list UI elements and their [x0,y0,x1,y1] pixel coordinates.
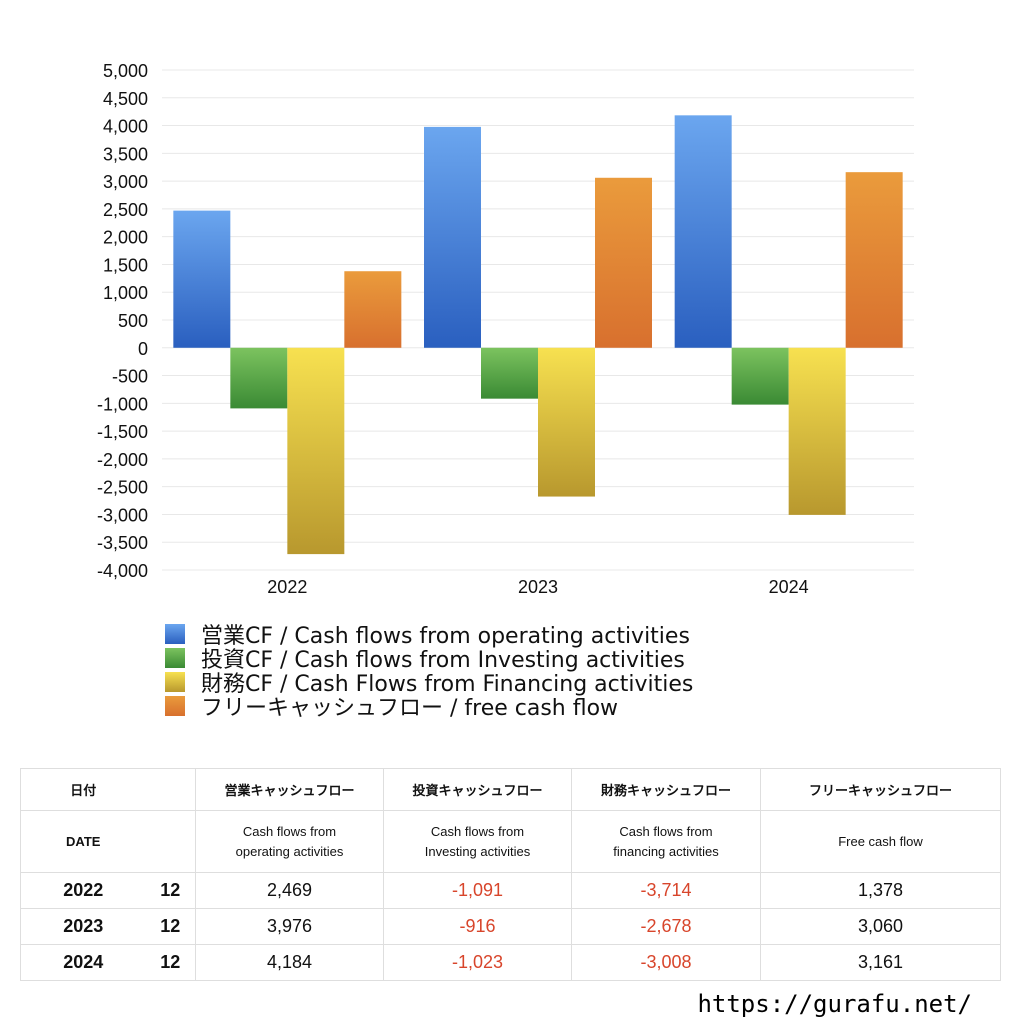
bar-2023-series-0 [424,126,481,348]
header-free-jp: フリーキャッシュフロー [760,768,1001,811]
header-investing-en-line1: Cash flows from [430,823,525,839]
y-tick-label: 500 [118,311,148,331]
header-date-spacer [145,768,196,811]
header-free-en: Free cash flow [760,810,1001,873]
x-tick-label: 2023 [518,577,558,597]
legend-item-operating: 営業CF / Cash flows from operating activit… [165,622,693,649]
y-tick-label: -500 [112,367,148,387]
bar-2022-series-2 [287,347,345,555]
legend-swatch-operating [165,624,185,644]
legend-label-operating: 営業CF / Cash flows from operating activit… [201,624,690,649]
table-header-en: DATE Cash flows from operating activitie… [20,810,1001,873]
header-date-jp: 日付 [20,768,146,811]
bar-2023-series-3 [595,177,652,348]
header-investing-en-line2: Investing activities [424,843,531,859]
y-tick-label: -3,500 [97,533,148,553]
y-tick-label: 3,000 [103,172,148,192]
x-tick-label: 2024 [769,577,809,597]
y-tick-label: 5,000 [103,61,148,81]
bar-2024-series-3 [845,172,903,348]
row-operating: 3,976 [195,908,384,945]
x-axis-tick-labels: 2022 2023 2024 [267,577,808,597]
y-tick-label: -1,000 [97,394,148,414]
y-axis-tick-labels: 5,000 4,500 4,000 3,500 3,000 2,500 2,000 1,500… [97,61,148,581]
row-free: 3,161 [760,944,1001,981]
row-month: 12 [145,908,196,945]
y-tick-label: -4,000 [97,561,148,581]
y-tick-label: 3,500 [103,144,148,164]
y-tick-label: 1,500 [103,255,148,275]
y-tick-label: 0 [138,339,148,359]
y-tick-label: 1,000 [103,283,148,303]
table-row-2023: 2023 12 3,976 -916 -2,678 3,060 [20,908,1001,945]
row-financing: -3,714 [571,872,761,909]
y-tick-label: -2,500 [97,478,148,498]
cash-flow-chart: 5,000 4,500 4,000 3,500 3,000 2,500 2,000 1,500… [97,61,914,597]
header-operating-en: Cash flows from operating activities [195,810,384,873]
header-operating-en-line1: Cash flows from [242,823,337,839]
y-tick-label: 4,500 [103,89,148,109]
header-date-en: DATE [20,810,146,873]
row-investing: -1,023 [383,944,572,981]
y-tick-label: -3,000 [97,505,148,525]
bar-2023-series-2 [538,347,595,497]
header-financing-jp: 財務キャッシュフロー [571,768,761,811]
row-investing: -1,091 [383,872,572,909]
row-free: 3,060 [760,908,1001,945]
table-header-jp: 日付 営業キャッシュフロー 投資キャッシュフロー 財務キャッシュフロー フリーキ… [20,768,1001,811]
header-date-en-spacer [145,810,196,873]
row-financing: -2,678 [571,908,761,945]
legend-label-investing: 投資CF / Cash flows from Investing activit… [201,648,685,673]
row-year: 2022 [20,872,146,909]
legend-swatch-free [165,696,185,716]
x-tick-label: 2022 [267,577,307,597]
legend-swatch-financing [165,672,185,692]
header-operating-jp: 営業キャッシュフロー [195,768,384,811]
site-url[interactable]: https://gurafu.net/ [697,990,972,1018]
row-free: 1,378 [760,872,1001,909]
legend-label-financing: 財務CF / Cash Flows from Financing activit… [201,672,694,697]
table-row-2022: 2022 12 2,469 -1,091 -3,714 1,378 [20,872,1001,909]
header-investing-en: Cash flows from Investing activities [383,810,572,873]
row-operating: 2,469 [195,872,384,909]
legend-item-financing: 財務CF / Cash Flows from Financing activit… [165,670,693,697]
header-operating-en-line2: operating activities [235,843,344,859]
header-financing-en-line2: financing activities [613,843,719,859]
cash-flow-table: 日付 営業キャッシュフロー 投資キャッシュフロー 財務キャッシュフロー フリーキ… [20,768,1001,981]
y-tick-label: 2,000 [103,228,148,248]
row-month: 12 [145,872,196,909]
y-tick-label: -1,500 [97,422,148,442]
row-operating: 4,184 [195,944,384,981]
y-tick-label: 2,500 [103,200,148,220]
row-investing: -916 [383,908,572,945]
row-year: 2024 [20,944,146,981]
row-year: 2023 [20,908,146,945]
bar-2023-series-1 [481,347,538,399]
header-financing-en: Cash flows from financing activities [571,810,761,873]
bar-2024-series-2 [788,347,846,515]
header-investing-jp: 投資キャッシュフロー [383,768,572,811]
chart-legend: 営業CF / Cash flows from operating activit… [165,622,693,721]
legend-swatch-investing [165,648,185,668]
row-financing: -3,008 [571,944,761,981]
chart-bars [173,115,903,555]
bar-2022-series-3 [344,271,402,348]
y-tick-label: -2,000 [97,450,148,470]
bar-2024-series-0 [674,115,732,348]
legend-item-investing: 投資CF / Cash flows from Investing activit… [165,646,693,673]
legend-item-free: フリーキャッシュフロー / free cash flow [165,694,693,721]
header-financing-en-line1: Cash flows from [619,823,713,839]
y-tick-label: 4,000 [103,117,148,137]
bar-2024-series-1 [731,347,789,405]
row-month: 12 [145,944,196,981]
legend-label-free: フリーキャッシュフロー / free cash flow [201,696,619,721]
table-row-2024: 2024 12 4,184 -1,023 -3,008 3,161 [20,944,1001,981]
bar-2022-series-0 [173,210,231,348]
bar-2022-series-1 [230,347,288,409]
